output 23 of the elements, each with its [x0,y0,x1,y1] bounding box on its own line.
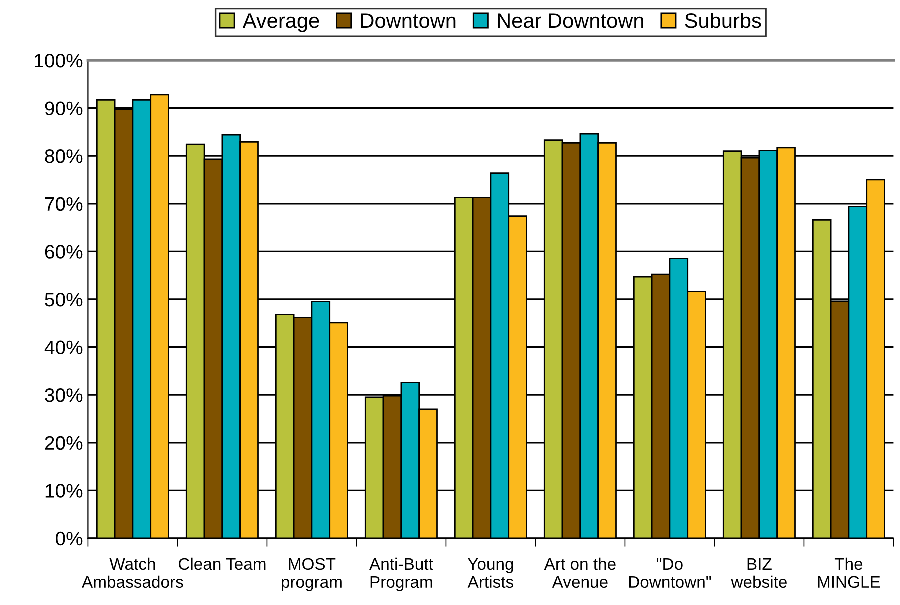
y-tick-label: 0% [56,532,83,546]
y-tick-label: 40% [44,340,83,355]
y-tick-label: 60% [45,245,83,259]
y-tick-label: 30% [45,388,83,402]
x-tick-label: Clean Team [178,558,266,570]
x-tick-label: Art on the Avenue [544,558,616,588]
x-tick-label: "Do Downtown" [629,558,712,588]
x-tick-label: BIZ website [731,558,787,588]
x-tick-label: Anti-Butt Program [370,558,434,592]
y-tick-label: 90% [45,102,83,116]
y-tick-label: 100% [35,54,83,68]
x-tick-label: MOST program [282,558,342,592]
legend-label: Near Downtown [498,14,644,28]
legend-label: Downtown [361,14,456,28]
y-tick-label: 10% [46,484,83,498]
y-tick-label: 50% [45,292,83,307]
y-tick-label: 20% [45,436,83,450]
x-tick-label: The MINGLE [818,558,880,588]
legend-label: Suburbs [685,12,762,28]
y-tick-label: 70% [45,197,83,212]
x-tick-label: Young Artists [468,558,514,588]
legend-label: Average [242,14,320,32]
y-tick-label: 80% [45,150,83,164]
